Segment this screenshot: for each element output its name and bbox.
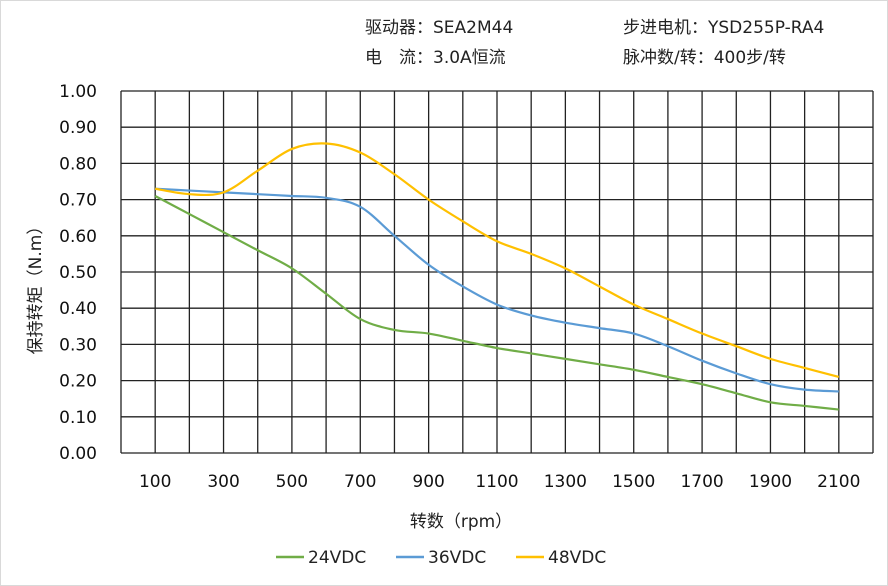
x-tick-label: 500 [276,472,308,492]
pulses-label: 脉冲数/转：400步/转 [623,48,786,68]
y-tick-label: 0.60 [59,227,97,247]
x-tick-label: 1700 [680,472,723,492]
x-tick-label: 1100 [475,472,518,492]
y-tick-label: 0.40 [59,299,97,319]
legend-label-48vdc: 48VDC [548,548,606,568]
y-tick-label: 0.50 [59,263,97,283]
y-tick-label: 0.30 [59,335,97,355]
legend-label-36vdc: 36VDC [428,548,486,568]
x-tick-label: 1300 [544,472,587,492]
motor-label: 步进电机：YSD255P-RA4 [623,18,825,38]
x-axis-label: 转数（rpm） [410,512,512,532]
y-tick-label: 0.80 [59,154,97,174]
x-tick-label: 2100 [817,472,860,492]
x-tick-label: 1500 [612,472,655,492]
y-tick-label: 0.00 [59,444,97,464]
x-tick-label: 1900 [749,472,792,492]
y-tick-label: 0.90 [59,118,97,138]
legend-label-24vdc: 24VDC [308,548,366,568]
series-line-48vdc [155,142,840,379]
y-axis-label: 保持转矩（N.m） [26,218,46,355]
x-tick-label: 100 [139,472,171,492]
series-line-36vdc [155,187,839,393]
x-tick-label: 300 [207,472,239,492]
series-line-24vdc [154,195,839,411]
y-tick-label: 0.70 [59,191,97,211]
x-tick-label: 900 [412,472,444,492]
current-label: 电 流：3.0A恒流 [365,48,506,68]
driver-label: 驱动器：SEA2M44 [365,18,514,38]
y-tick-label: 0.20 [59,372,97,392]
y-tick-label: 0.10 [59,408,97,428]
y-tick-label: 1.00 [59,82,97,102]
x-tick-label: 700 [344,472,376,492]
